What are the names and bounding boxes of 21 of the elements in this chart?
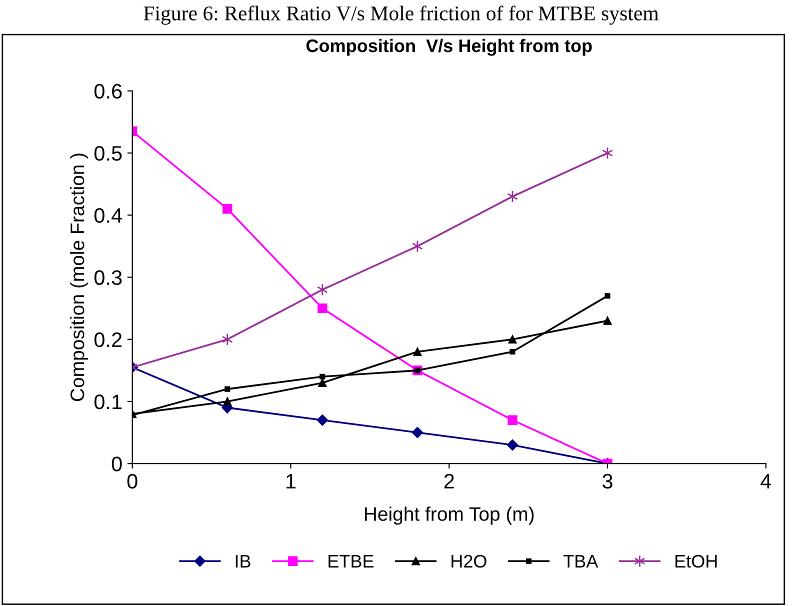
y-axis-title: Composition (mole Fraction ): [70, 154, 88, 402]
legend-label: TBA: [563, 555, 598, 568]
x-axis-title: Height from Top (m): [364, 506, 534, 525]
x-tick-label: 1: [286, 474, 296, 488]
x-tick-label: 2: [444, 474, 454, 488]
caption: Figure 6: Reflux Ratio V/s Mole friction of for MTBE system: [144, 6, 659, 25]
y-tick-label: 0.5: [94, 146, 122, 161]
y-tick-label: 0.3: [94, 270, 122, 285]
x-tick-label: 0: [127, 474, 138, 489]
legend-label: ETBE: [328, 555, 374, 568]
y-tick-label: 0.1: [94, 394, 122, 410]
legend-label: EtOH: [676, 554, 717, 568]
x-tick-label: 4: [760, 474, 772, 488]
legend-label: IB: [236, 555, 250, 568]
y-tick-label: 0.4: [94, 208, 122, 223]
y-tick-label: 0.6: [94, 84, 122, 99]
y-tick-label: 0: [112, 456, 122, 472]
y-tick-label: 0.2: [94, 332, 122, 348]
chart-title: Composition V/s Height from top: [306, 38, 592, 56]
legend-label: H2O: [452, 554, 486, 568]
x-tick-label: 3: [602, 474, 612, 489]
